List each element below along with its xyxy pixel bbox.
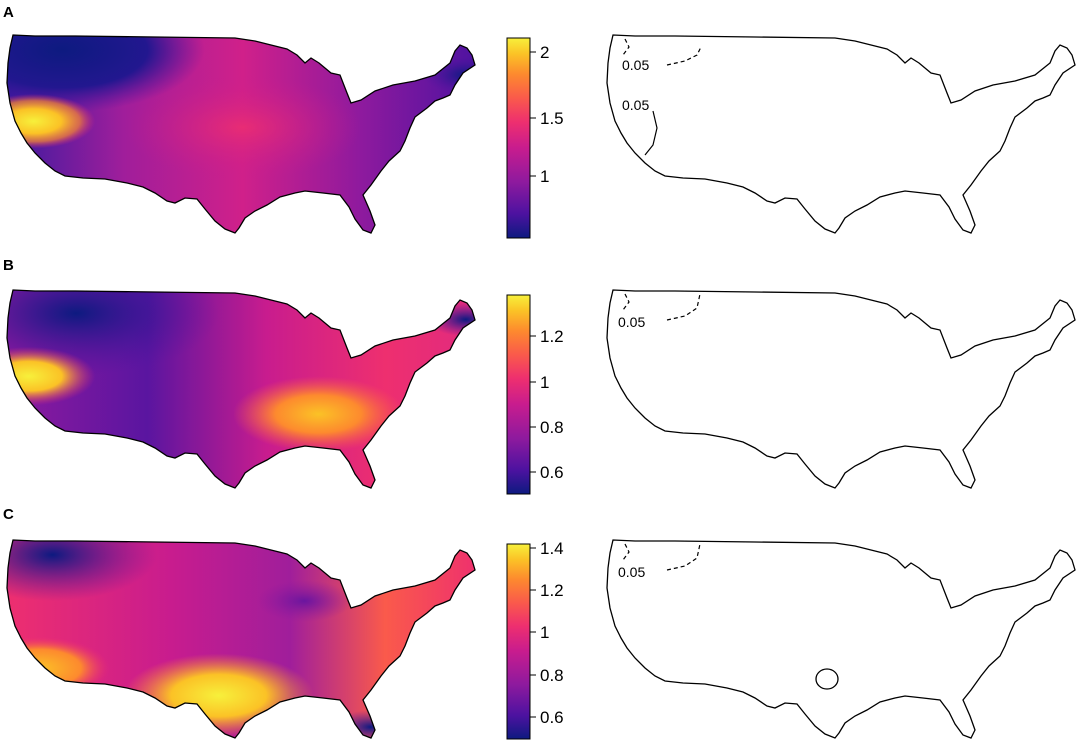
colorbar-tick: 0.8 [540,418,564,437]
heatmap-b [6,289,476,489]
colorbar-a: 2 1.5 1 [506,37,564,239]
colorbar-tick: 1.2 [540,327,564,346]
panel-a: A 2 1.5 1 0.05 0.05 [3,4,1076,239]
colorbar-tick: 1 [540,623,549,642]
us-outline [606,539,1076,739]
contour-label: 0.05 [622,57,649,73]
contour-label: 0.05 [622,97,649,113]
heatmap-a [6,34,476,234]
panel-letter-a: A [3,4,14,21]
contour-line [666,293,701,321]
panel-letter-b: B [3,257,14,274]
contour-line [666,46,702,66]
colorbar-tick: 1.2 [540,581,564,600]
colorbar-tick: 0.6 [540,708,564,727]
us-outline [606,34,1076,234]
panel-b: B 1.2 1 0.8 0.6 0.05 [3,257,1076,495]
colorbar-b: 1.2 1 0.8 0.6 [506,294,564,495]
contour-label: 0.05 [618,564,645,580]
contour-line [644,110,658,156]
significance-region [815,668,839,690]
colorbar-tick: 2 [540,43,549,62]
contour-line [622,293,630,311]
significance-map-a: 0.05 0.05 [606,34,1076,234]
colorbar-tick: 1.4 [540,539,564,558]
significance-map-b: 0.05 [606,289,1076,489]
contour-line [622,38,630,56]
contour-line [622,543,630,561]
colorbar-tick: 1 [540,373,549,392]
colorbar-tick: 1.5 [540,109,564,128]
significance-map-c: 0.05 [606,539,1076,739]
us-outline [606,289,1076,489]
colorbar-tick: 1 [540,167,549,186]
colorbar-c: 1.4 1.2 1 0.8 0.6 [506,539,564,740]
heatmap-c [6,539,476,739]
colorbar-tick: 0.6 [540,463,564,482]
contour-line [666,543,701,571]
panel-letter-c: C [3,506,14,523]
contour-label: 0.05 [618,314,645,330]
panel-c: C 1.4 1.2 1 0.8 0.6 [3,506,1076,740]
colorbar-tick: 0.8 [540,666,564,685]
